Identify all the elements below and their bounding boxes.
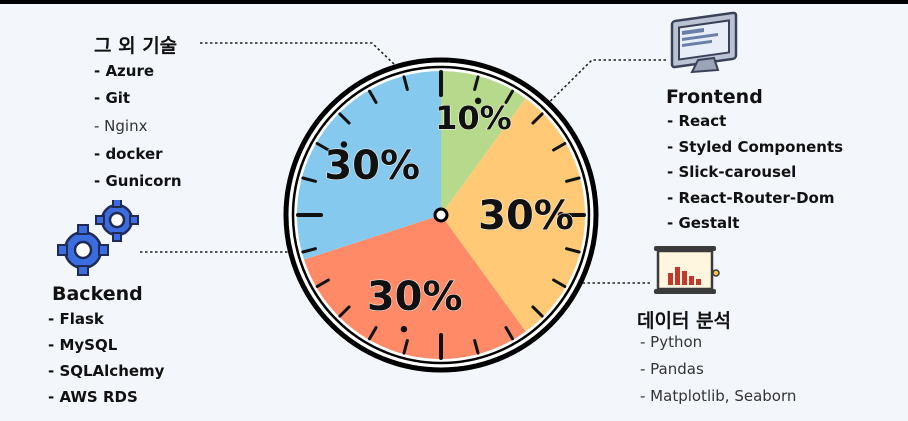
connector-dot-frontend (557, 211, 565, 219)
clock-tick (552, 142, 567, 152)
clock-tick (315, 142, 330, 152)
connector-dots (340, 97, 565, 333)
clock-tick (531, 305, 544, 318)
clock-tick (338, 112, 351, 125)
connector-dot-backend (340, 141, 348, 148)
frontend-item-slick-carousel: - Slick-carousel (667, 163, 797, 181)
clock-tick (552, 278, 567, 288)
clock-tick (473, 339, 480, 355)
clock-tick (504, 326, 514, 341)
percent-label-other-tech: 10% (435, 99, 512, 137)
frontend-item-react: - React (667, 112, 727, 130)
data-analysis-title: 데이터 분석 (637, 310, 732, 332)
monitor-icon (668, 10, 746, 76)
frontend-item-styled-components: - Styled Components (667, 138, 844, 156)
presentation-chart-icon (650, 243, 722, 301)
clock-tick (368, 89, 378, 104)
clock-center (433, 207, 449, 223)
backend-item-sqlalchemy: - SQLAlchemy (48, 362, 165, 380)
clock-tick (402, 339, 409, 355)
clock-tick (473, 75, 480, 91)
backend-title: Backend (52, 283, 143, 305)
clock-tick (368, 326, 378, 341)
clock-tick (338, 305, 351, 318)
clock-ticks (291, 65, 591, 365)
backend-item-aws-rds: - AWS RDS (48, 388, 138, 406)
backend-item-flask: - Flask (48, 310, 104, 328)
data-item-matplotlib-seaborn: - Matplotlib, Seaborn (640, 387, 797, 405)
clock-tick (315, 278, 330, 288)
clock-tick (504, 89, 514, 104)
data-item-pandas: - Pandas (640, 360, 704, 378)
connector-other (200, 42, 419, 88)
percent-label-backend: 30% (324, 143, 420, 189)
percent-label-frontend: 30% (478, 193, 574, 239)
pie-slice-frontend (441, 98, 585, 332)
other-item-nginx: - Nginx (94, 117, 148, 135)
clock-tick (301, 247, 317, 254)
connector-dot-data-analysis (400, 325, 408, 333)
data-item-python: - Python (640, 333, 703, 351)
other-item-azure: - Azure (94, 62, 155, 80)
clock-tick (402, 75, 409, 91)
other-item-git: - Git (94, 89, 131, 107)
pie-slice-other-tech (441, 71, 526, 215)
pie-slice-data-analysis (304, 215, 526, 359)
other-item-docker: - docker (94, 145, 163, 163)
backend-item-mysql: - MySQL (48, 336, 118, 354)
clock-tick (531, 112, 544, 125)
top-border (0, 0, 908, 4)
clock-tick (301, 176, 317, 183)
other-item-gunicorn: - Gunicorn (94, 172, 182, 190)
clock-inner-rim (291, 65, 591, 365)
frontend-item-react-router-dom: - React-Router-Dom (667, 189, 835, 207)
other-tech-title: 그 외 기술 (94, 35, 178, 57)
gears-icon (55, 198, 143, 280)
percent-labels: 10% 30% 30% 30% (324, 99, 575, 321)
clock-tick (565, 176, 581, 183)
connector-dot-other-tech (474, 97, 482, 105)
frontend-item-gestalt: - Gestalt (667, 214, 740, 232)
clock-tick (565, 247, 581, 254)
pie-slice-backend (296, 71, 441, 260)
percent-label-data-analysis: 30% (367, 274, 463, 320)
frontend-title: Frontend (666, 86, 763, 108)
pie-slices (296, 71, 585, 359)
